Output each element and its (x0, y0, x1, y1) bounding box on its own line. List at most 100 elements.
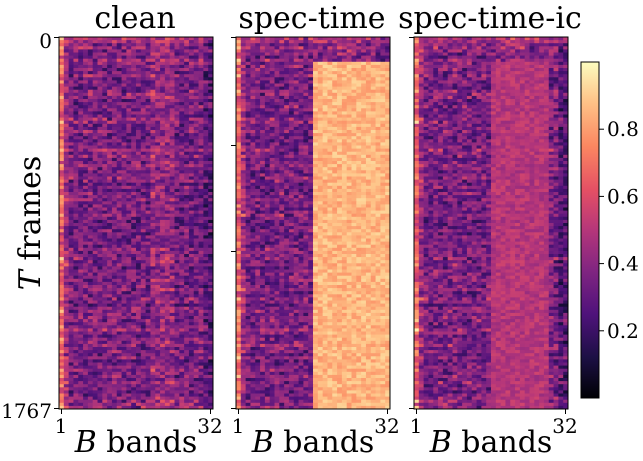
heatmap-cell (107, 359, 113, 363)
heatmap-cell (160, 347, 166, 351)
heatmap-cell (140, 235, 147, 239)
heatmap-cell (131, 216, 137, 221)
heatmap-cell (83, 170, 89, 174)
heatmap-cell (327, 117, 333, 122)
heatmap-cell (78, 247, 84, 252)
heatmap-cell (83, 405, 89, 410)
heatmap-cell (327, 142, 333, 146)
heatmap-cell (59, 83, 65, 87)
heatmap-cell (250, 108, 256, 112)
heatmap-cell (78, 99, 84, 103)
heatmap-cell (361, 64, 367, 69)
heatmap-cell (150, 123, 156, 128)
heatmap-cell (145, 95, 151, 100)
heatmap-cell (332, 142, 338, 146)
heatmap-cell (208, 297, 214, 301)
heatmap-cell (121, 207, 127, 211)
heatmap-cell (245, 95, 251, 100)
heatmap-cell (92, 254, 98, 258)
heatmap-cell (59, 176, 65, 180)
heatmap-cell (255, 37, 261, 41)
heatmap-cell (236, 114, 242, 118)
heatmap-cell (279, 52, 285, 56)
heatmap-cell (155, 278, 161, 283)
heatmap-cell (255, 89, 261, 94)
heatmap-cell (260, 74, 266, 78)
heatmap-cell (116, 241, 122, 246)
heatmap-cell (68, 266, 74, 270)
heatmap-cell (150, 102, 156, 106)
heatmap-cell (150, 368, 156, 373)
heatmap-cell (193, 145, 199, 149)
heatmap-cell (150, 80, 156, 84)
heatmap-cell (97, 229, 103, 233)
heatmap-cell (208, 164, 214, 168)
heatmap-cell (107, 207, 113, 211)
heatmap-cell (193, 161, 199, 165)
heatmap-cell (97, 126, 103, 131)
heatmap-cell (308, 102, 314, 106)
heatmap-cell (365, 43, 372, 47)
heatmap-cell (208, 195, 214, 199)
heatmap-cell (179, 244, 185, 249)
heatmap-cell (121, 108, 127, 112)
heatmap-cell (102, 136, 108, 140)
heatmap-cell (111, 371, 118, 376)
heatmap-cell (203, 120, 209, 125)
heatmap-cell (356, 126, 362, 131)
heatmap-cell (87, 235, 94, 239)
heatmap-cell (136, 371, 142, 376)
heatmap-cell (150, 201, 156, 205)
heatmap-cell (164, 247, 171, 252)
heatmap-cell (68, 46, 74, 50)
heatmap-cell (83, 393, 89, 397)
heatmap-cell (111, 390, 118, 394)
heatmap-cell (260, 111, 266, 115)
heatmap-cell (208, 399, 214, 404)
heatmap-cell (169, 396, 175, 401)
heatmap-cell (193, 99, 199, 103)
heatmap-cell (126, 260, 132, 264)
heatmap-cell (78, 232, 84, 236)
heatmap-cell (198, 328, 204, 332)
heatmap-cell (121, 316, 127, 320)
heatmap-cell (169, 371, 175, 376)
heatmap-cell (174, 334, 180, 339)
heatmap-cell (208, 381, 214, 385)
heatmap-cell (111, 356, 118, 360)
heatmap-cell (164, 396, 171, 401)
heatmap-cell (136, 46, 142, 50)
heatmap-cell (208, 288, 214, 292)
heatmap-cell (365, 130, 372, 134)
heatmap-cell (264, 74, 271, 78)
heatmap-cell (322, 43, 328, 47)
heatmap-cell (174, 207, 180, 211)
heatmap-cell (107, 347, 113, 351)
heatmap-cell (169, 254, 175, 258)
heatmap-cell (174, 95, 180, 100)
heatmap-cell (78, 185, 84, 190)
heatmap-cell (208, 238, 214, 242)
heatmap-cell (87, 61, 94, 66)
heatmap-cell (203, 114, 209, 118)
heatmap-cell (279, 92, 285, 97)
heatmap-cell (174, 179, 180, 184)
heatmap-cell (107, 74, 113, 78)
heatmap-cell (63, 247, 70, 252)
heatmap-cell (341, 130, 348, 134)
heatmap-cell (59, 247, 65, 252)
heatmap-cell (279, 77, 285, 81)
heatmap-cell (111, 207, 118, 211)
heatmap-cell (97, 322, 103, 326)
heatmap-cell (140, 136, 147, 140)
heatmap-cell (136, 223, 142, 227)
heatmap-cell (92, 343, 98, 348)
heatmap-cell (260, 142, 266, 146)
heatmap-cell (63, 136, 70, 140)
heatmap-cell (116, 55, 122, 60)
heatmap-cell (346, 142, 352, 146)
heatmap-cell (332, 52, 338, 56)
heatmap-cell (92, 185, 98, 190)
heatmap-cell (78, 365, 84, 370)
heatmap-cell (193, 390, 199, 394)
